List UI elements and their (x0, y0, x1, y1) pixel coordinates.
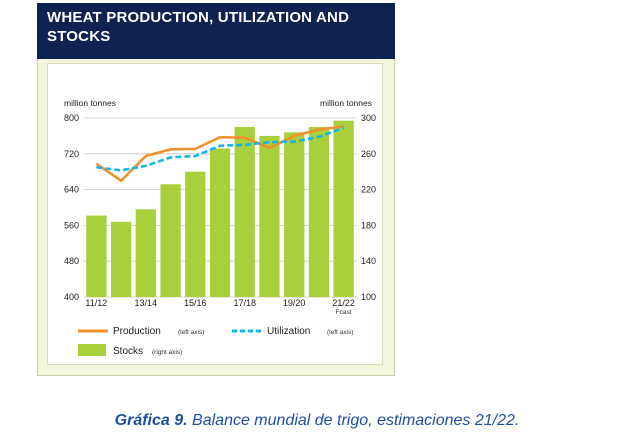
legend-stocks-swatch (78, 344, 106, 356)
left-tick-label: 560 (64, 220, 79, 230)
x-tick-label: 13/14 (135, 298, 158, 308)
stocks-bar (259, 135, 280, 297)
legend-utilization-label: Utilization (267, 326, 310, 337)
stocks-bar (86, 215, 107, 297)
left-tick-label: 640 (64, 185, 79, 195)
left-tick-label: 720 (64, 149, 79, 159)
left-tick-label: 800 (64, 113, 79, 123)
x-tick-label: 11/12 (85, 298, 107, 308)
axis-layer: million tonnes million tonnes 400 100 480 1… (64, 98, 376, 316)
bar-layer (86, 120, 354, 297)
production-line (95, 125, 344, 182)
stocks-bar (308, 126, 330, 297)
x-tick-label: 17/18 (233, 298, 256, 308)
right-axis-label: million tonnes (320, 98, 372, 108)
right-tick-label: 260 (361, 149, 376, 159)
stocks-bar (135, 209, 156, 297)
caption-text: Balance mundial de trigo, estimaciones 2… (187, 412, 520, 429)
caption-label: Gráfica 9. (114, 412, 188, 429)
legend-stocks-label: Stocks (113, 346, 143, 357)
stocks-bar (110, 221, 132, 297)
line-layer (95, 125, 345, 182)
stocks-bar (185, 171, 206, 297)
legend-production-note: (left axis) (178, 329, 204, 336)
legend-production-label: Production (113, 326, 161, 337)
legend: Production (left axis) Utilization (left… (78, 326, 353, 357)
chart-header: WHEAT PRODUCTION, UTILIZATION AND STOCKS (37, 3, 395, 59)
right-tick-label: 180 (361, 220, 376, 230)
utilization-line (96, 126, 345, 172)
stocks-bar (284, 132, 305, 297)
legend-stocks-note: (right axis) (152, 349, 182, 356)
x-tick-label: 15/16 (184, 298, 207, 308)
chart-title: WHEAT PRODUCTION, UTILIZATION AND STOCKS (47, 9, 350, 45)
figure-caption: Gráfica 9. Balance mundial de trigo, est… (0, 412, 634, 430)
left-axis-label: million tonnes (64, 98, 116, 108)
legend-utilization-note: (left axis) (327, 329, 353, 336)
x-tick-label: 19/20 (283, 298, 306, 308)
stocks-bar (209, 148, 231, 297)
right-tick-label: 140 (361, 256, 376, 266)
stocks-bar (234, 126, 255, 297)
left-tick-label: 480 (64, 256, 79, 266)
stocks-bar (160, 184, 181, 297)
x-tick-sublabel: Fcast (336, 309, 352, 316)
left-tick-label: 400 (64, 292, 79, 302)
right-tick-label: 100 (361, 292, 376, 302)
right-tick-label: 300 (361, 113, 376, 123)
stocks-bar (333, 120, 354, 297)
right-tick-label: 220 (361, 185, 376, 195)
x-tick-label: 21/22 (332, 298, 355, 308)
